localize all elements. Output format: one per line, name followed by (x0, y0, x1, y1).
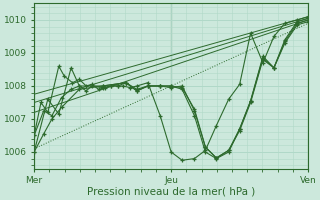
X-axis label: Pression niveau de la mer( hPa ): Pression niveau de la mer( hPa ) (87, 187, 255, 197)
